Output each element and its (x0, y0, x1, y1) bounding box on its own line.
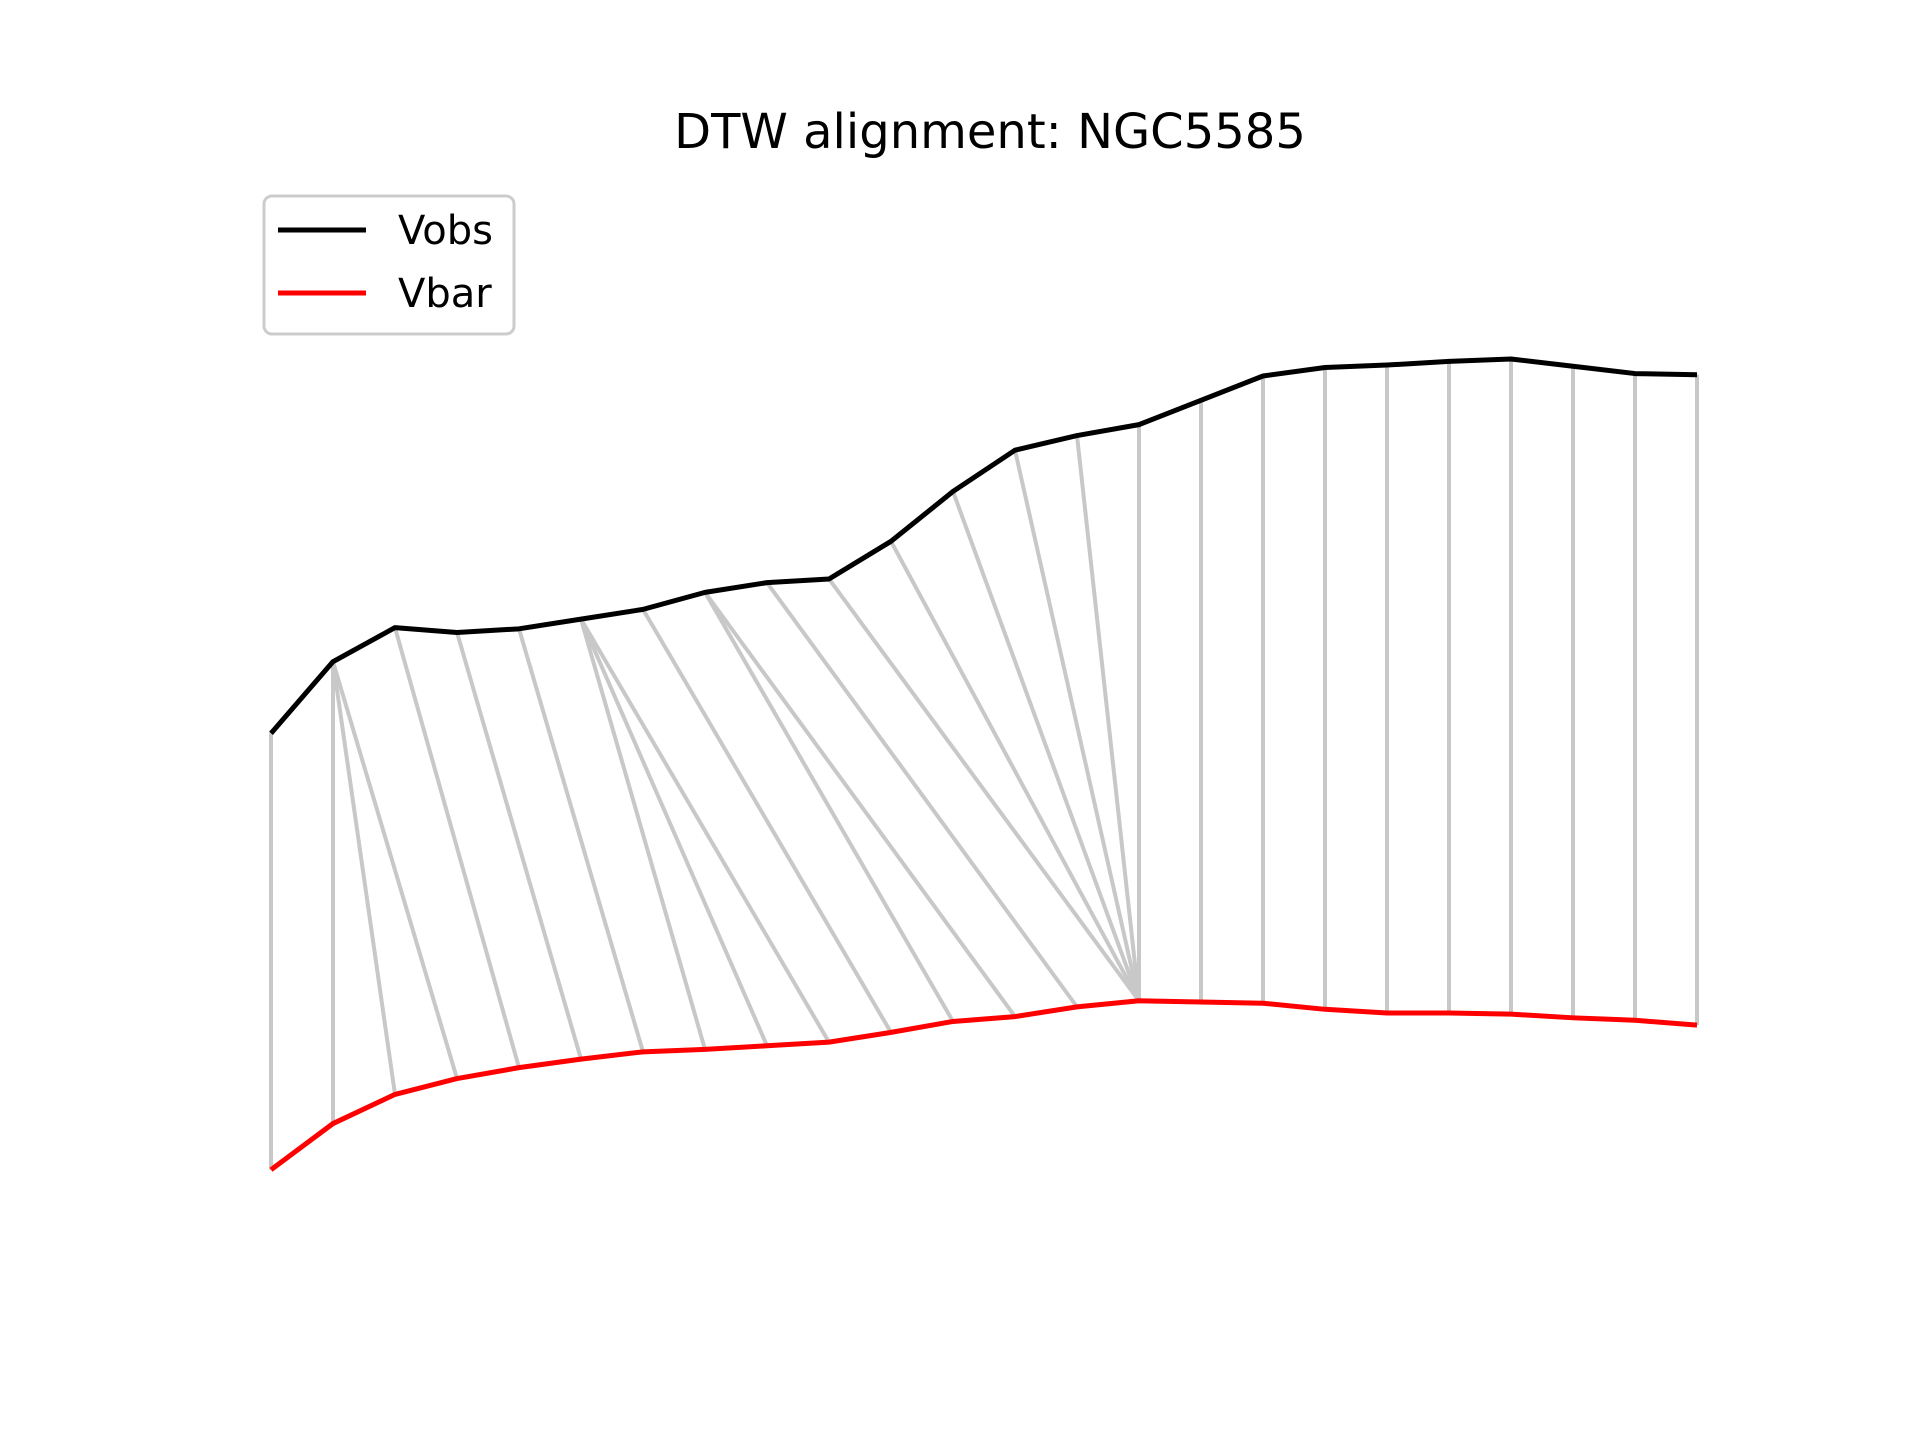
alignment-line-3-5 (455, 631, 583, 1060)
alignment-line-1-2 (331, 661, 397, 1095)
alignment-line-12-14 (1013, 449, 1141, 1002)
series-line-vobs (269, 356, 1698, 736)
alignment-line-7-12 (703, 591, 1017, 1018)
chart-title: DTW alignment: NGC5585 (674, 104, 1306, 160)
legend-label-vobs: Vobs (398, 208, 493, 254)
alignment-line-5-7 (579, 618, 707, 1050)
alignment-line-13-14 (1075, 435, 1141, 1002)
alignment-line-11-14 (951, 490, 1141, 1002)
series-line-vbar (269, 998, 1698, 1172)
alignment-line-5-9 (579, 618, 831, 1044)
series-lines (269, 356, 1698, 1172)
alignment-line-6-10 (641, 608, 893, 1034)
alignment-line-4-6 (517, 628, 645, 1053)
alignment-line-1-3 (331, 661, 459, 1080)
alignment-line-5-8 (579, 618, 769, 1047)
alignment-lines (269, 358, 1699, 1170)
alignment-line-2-4 (393, 627, 521, 1069)
alignment-line-8-13 (765, 581, 1079, 1009)
alignment-line-7-11 (703, 591, 955, 1023)
alignment-line-10-14 (889, 540, 1141, 1002)
legend-label-vbar: Vbar (398, 271, 492, 317)
legend: Vobs Vbar (262, 194, 516, 336)
alignment-line-9-14 (827, 577, 1141, 1002)
